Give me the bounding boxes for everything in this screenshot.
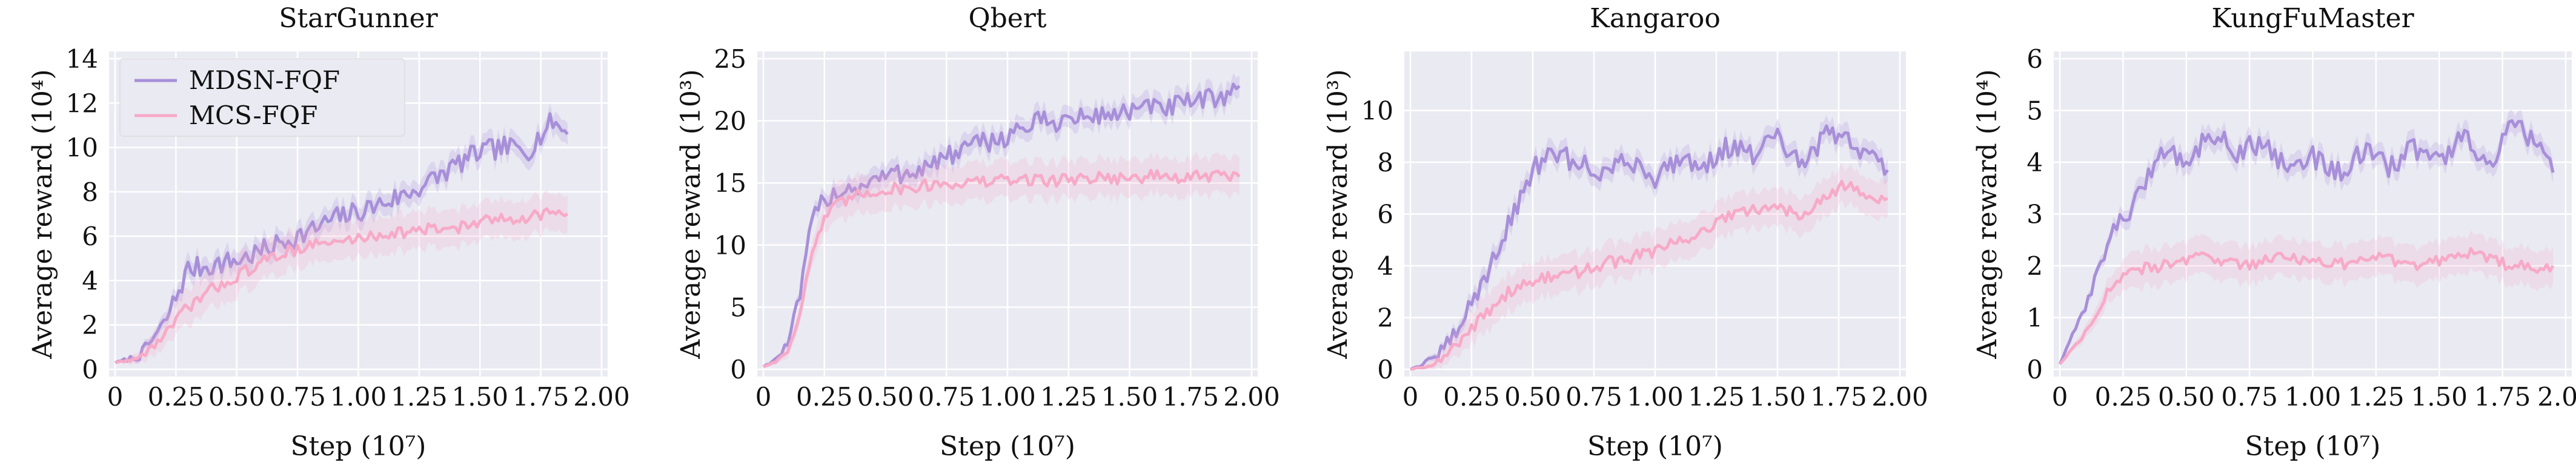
- x-tick-label: 0.50: [1504, 382, 1561, 412]
- series-band-mcs-fqf: [115, 190, 568, 366]
- x-tick-label: 1.00: [2285, 382, 2342, 412]
- series-line-mcs-fqf: [2059, 247, 2555, 366]
- y-tick-label: 20: [714, 107, 746, 136]
- y-tick-label: 6: [2027, 44, 2043, 74]
- x-axis-label: Step (10⁷): [940, 431, 1075, 462]
- x-tick-label: 0.50: [2158, 382, 2215, 412]
- x-tick-label: 0.25: [796, 382, 853, 412]
- y-tick-label: 2: [1377, 303, 1393, 333]
- y-tick-label: 25: [714, 44, 746, 74]
- x-tick-label: 1.00: [1627, 382, 1684, 412]
- series-band-mcs-fqf: [1410, 162, 1888, 369]
- x-tick-label: 0.50: [857, 382, 914, 412]
- x-tick-label: 0.75: [1565, 382, 1622, 412]
- series-band-mcs-fqf: [2060, 229, 2554, 364]
- legend: MDSN-FQF MCS-FQF: [119, 58, 405, 137]
- x-tick-label: 1.00: [979, 382, 1036, 412]
- y-tick-label: 2: [2027, 251, 2043, 281]
- y-tick-label: 5: [2027, 96, 2043, 126]
- y-tick-label: 15: [714, 168, 746, 198]
- y-tick-label: 3: [2027, 200, 2043, 229]
- x-axis-label: Step (10⁷): [291, 431, 427, 462]
- y-tick-label: 12: [66, 88, 98, 118]
- panel-kangaroo: 0 0.25 0.50 0.75 1.00 1.25 1.50 1.75 2.00 0 2 4 6 8 10…: [1323, 3, 1928, 462]
- chart-title: StarGunner: [279, 3, 438, 34]
- y-tick-label: 8: [82, 177, 98, 207]
- y-tick-label: 0: [730, 355, 746, 384]
- x-tick-label: 1.75: [513, 382, 569, 412]
- x-tick-label: 0: [2052, 382, 2068, 412]
- x-tick-label: 0.75: [269, 382, 326, 412]
- y-tick-label: 1: [2027, 303, 2043, 333]
- x-tick-label: 1.75: [2474, 382, 2531, 412]
- series-line-mdsn-fqf: [762, 82, 1241, 368]
- legend-label: MCS-FQF: [189, 100, 317, 130]
- y-tick-label: 10: [714, 231, 746, 260]
- y-axis-label: Average reward (10³): [1323, 69, 1353, 359]
- y-tick-label: 14: [66, 44, 98, 74]
- x-tick-label: 0: [755, 382, 772, 412]
- x-tick-label: 0.25: [148, 382, 205, 412]
- panel-qbert: 0 0.25 0.50 0.75 1.00 1.25 1.50 1.75 2.00 0 5 10 15 2…: [676, 3, 1280, 462]
- y-tick-label: 6: [82, 222, 98, 251]
- x-tick-label: 0: [107, 382, 124, 412]
- y-tick-label: 4: [82, 266, 98, 295]
- x-tick-label: 1.75: [1810, 382, 1867, 412]
- y-tick-label: 0: [1377, 355, 1393, 384]
- series-line-mcs-fqf: [763, 169, 1241, 369]
- x-tick-label: 1.25: [1040, 382, 1097, 412]
- x-tick-label: 0.50: [208, 382, 265, 412]
- series-line-mcs-fqf: [1410, 180, 1888, 371]
- x-tick-label: 2.00: [573, 382, 630, 412]
- y-tick-label: 4: [1377, 251, 1393, 281]
- x-tick-label: 1.50: [451, 382, 508, 412]
- x-tick-label: 1.25: [391, 382, 448, 412]
- x-tick-label: 1.75: [1162, 382, 1219, 412]
- chart-title: Qbert: [969, 3, 1047, 34]
- series-band-mdsn-fqf: [115, 102, 568, 364]
- series-band-mcs-fqf: [763, 151, 1240, 367]
- x-tick-label: 1.25: [1688, 382, 1745, 412]
- chart-title: Kangaroo: [1590, 3, 1721, 34]
- y-axis-label: Average reward (10⁴): [1972, 69, 2003, 359]
- x-tick-label: 2.00: [1223, 382, 1280, 412]
- x-tick-label: 0.25: [1443, 382, 1500, 412]
- x-tick-label: 0.75: [2221, 382, 2278, 412]
- series-line-mdsn-fqf: [1410, 124, 1889, 371]
- y-tick-label: 8: [1377, 148, 1393, 177]
- y-tick-label: 6: [1377, 200, 1393, 229]
- x-tick-label: 1.50: [1749, 382, 1806, 412]
- x-tick-label: 0: [1403, 382, 1419, 412]
- series-line-mdsn-fqf: [2058, 119, 2555, 365]
- x-tick-label: 1.25: [2348, 382, 2405, 412]
- y-tick-label: 10: [1361, 96, 1393, 126]
- series-line-mcs-fqf: [115, 207, 569, 364]
- x-tick-label: 1.50: [2411, 382, 2468, 412]
- x-tick-label: 1.00: [330, 382, 387, 412]
- x-axis-label: Step (10⁷): [1587, 431, 1723, 462]
- x-tick-label: 2.00: [1871, 382, 1928, 412]
- x-tick-label: 2.00: [2537, 382, 2576, 412]
- x-axis-label: Step (10⁷): [2245, 431, 2381, 462]
- y-tick-label: 4: [2027, 148, 2043, 177]
- y-axis-label: Average reward (10⁴): [27, 69, 58, 359]
- series-band-mdsn-fqf: [2060, 110, 2554, 364]
- legend-box: [119, 58, 405, 137]
- panel-stargunner: 0 0.25 0.50 0.75 1.00 1.25 1.50 1.75 2.00 0 2 4 6 8 10…: [27, 3, 630, 462]
- y-axis-label: Average reward (10³): [676, 69, 706, 359]
- x-tick-label: 0.75: [918, 382, 975, 412]
- series-line-mdsn-fqf: [115, 112, 569, 364]
- x-tick-label: 1.50: [1101, 382, 1158, 412]
- panel-kungfumaster: 0 0.250.500.751.001.251.501.752.00 0 1 2 3 4 5 6…: [1972, 3, 2576, 462]
- y-tick-label: 2: [82, 311, 98, 340]
- y-tick-label: 5: [730, 292, 746, 322]
- legend-label: MDSN-FQF: [189, 65, 340, 95]
- y-tick-label: 10: [66, 133, 98, 163]
- chart-title: KungFuMaster: [2211, 3, 2414, 34]
- y-tick-label: 0: [2027, 355, 2043, 384]
- x-tick-label: 0.25: [2095, 382, 2152, 412]
- y-tick-label: 0: [82, 355, 98, 384]
